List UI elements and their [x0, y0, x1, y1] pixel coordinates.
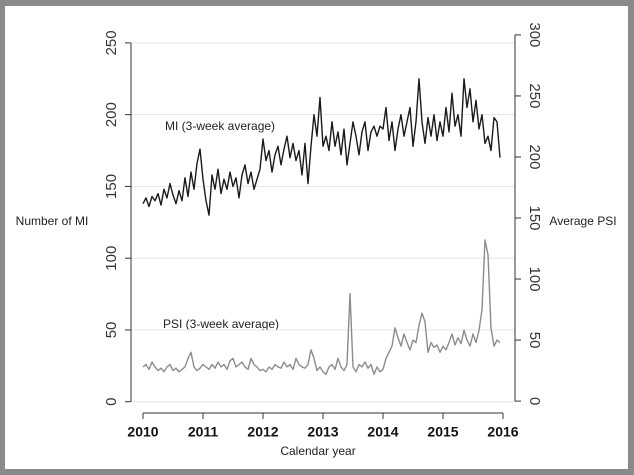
- y-tick-label: 50: [103, 322, 120, 339]
- y-tick-label: 250: [103, 30, 120, 55]
- x-axis-label: Calendar year: [280, 444, 355, 458]
- x-tick-label: 2010: [127, 424, 158, 440]
- x-tick-label: 2015: [427, 424, 458, 440]
- y-tick-label: 100: [103, 246, 120, 271]
- x-tick-label: 2014: [367, 424, 398, 440]
- y2-tick-label: 100: [526, 267, 543, 292]
- x-tick-label: 2012: [247, 424, 278, 440]
- y2-tick-label: 200: [526, 144, 543, 169]
- y-axis-label: Number of MI: [16, 214, 89, 228]
- annotation: MI (3-week average): [165, 119, 275, 133]
- y2-axis-label: Average PSI: [549, 214, 616, 228]
- y2-tick-label: 300: [526, 22, 543, 47]
- x-tick-label: 2013: [307, 424, 338, 440]
- y-tick-label: 0: [103, 398, 120, 406]
- series-line: [142, 78, 501, 216]
- annotation: PSI (3-week average): [163, 317, 279, 331]
- y2-tick-label: 50: [526, 332, 543, 349]
- series-line: [142, 239, 501, 375]
- y2-tick-label: 0: [526, 397, 543, 405]
- y2-tick-label: 150: [526, 205, 543, 230]
- y-tick-label: 200: [103, 102, 120, 127]
- y-tick-label: 150: [103, 174, 120, 199]
- y2-tick-label: 250: [526, 83, 543, 108]
- x-tick-label: 2016: [487, 424, 518, 440]
- x-tick-label: 2011: [188, 424, 219, 440]
